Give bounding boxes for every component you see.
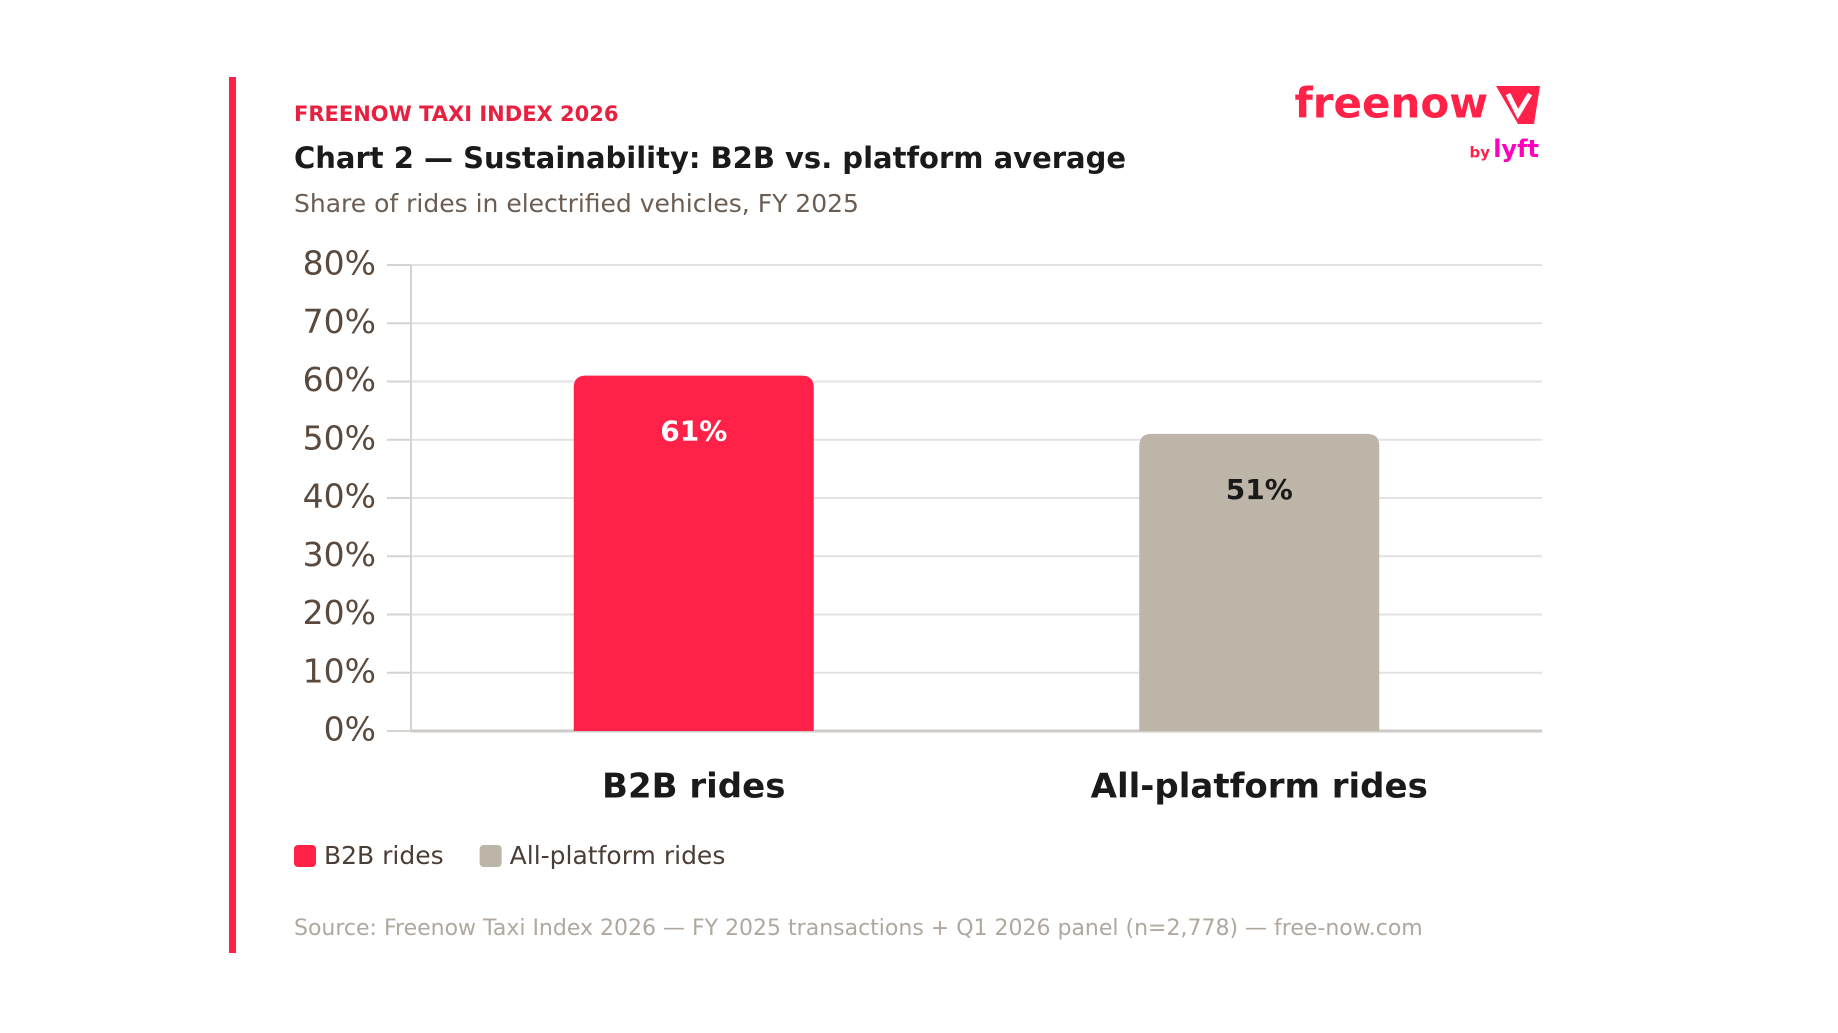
chart-subtitle: Share of rides in electrified vehicles, … bbox=[294, 189, 859, 218]
legend-label: All-platform rides bbox=[510, 841, 726, 870]
x-tick-label: B2B rides bbox=[602, 767, 785, 807]
y-tick-label: 30% bbox=[303, 535, 376, 574]
logo-brand: freenow bbox=[1294, 79, 1488, 128]
y-tick-label: 40% bbox=[303, 477, 376, 516]
legend-swatch bbox=[479, 845, 502, 867]
card-accent bbox=[229, 77, 236, 953]
source-note: Source: Freenow Taxi Index 2026 — FY 202… bbox=[294, 916, 1423, 941]
y-tick-label: 80% bbox=[303, 244, 376, 283]
chart-title: Chart 2 — Sustainability: B2B vs. platfo… bbox=[294, 141, 1126, 175]
legend-label: B2B rides bbox=[324, 841, 444, 870]
y-tick-label: 60% bbox=[303, 360, 376, 399]
logo-by: by bbox=[1469, 144, 1490, 162]
x-tick-label: All-platform rides bbox=[1091, 767, 1428, 807]
kicker: FREENOW TAXI INDEX 2026 bbox=[294, 102, 619, 126]
card bbox=[229, 77, 1608, 953]
value-label: 61% bbox=[660, 415, 727, 448]
bar bbox=[573, 375, 814, 731]
y-tick-label: 50% bbox=[303, 418, 376, 457]
legend-swatch bbox=[294, 845, 316, 867]
value-label: 51% bbox=[1226, 473, 1293, 506]
y-tick-label: 20% bbox=[303, 593, 376, 632]
bar bbox=[1139, 433, 1380, 731]
y-tick-label: 0% bbox=[324, 710, 376, 749]
y-tick-label: 10% bbox=[303, 651, 376, 690]
y-tick-label: 70% bbox=[303, 302, 376, 341]
logo-icon-check bbox=[1505, 92, 1533, 120]
logo-partner: lyft bbox=[1493, 135, 1539, 163]
logo: freenow by lyft bbox=[1294, 79, 1540, 163]
